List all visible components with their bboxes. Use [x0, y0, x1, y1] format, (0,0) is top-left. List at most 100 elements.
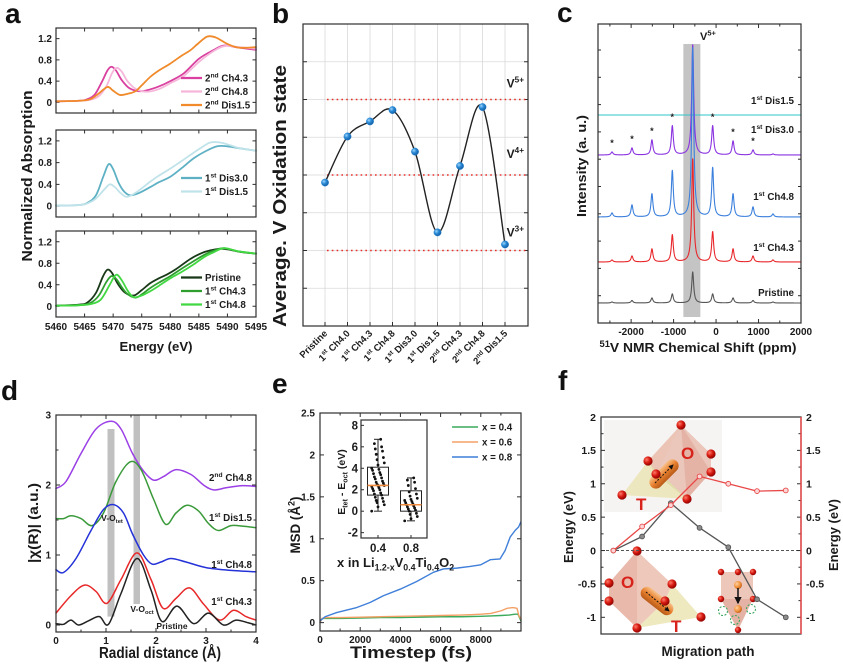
text-fragment: V [395, 555, 404, 570]
x-tick-label: 5490 [216, 322, 239, 333]
oxygen-atom [734, 568, 742, 576]
plot-frame [597, 23, 802, 324]
data-point [379, 491, 383, 495]
y-tick-label-right: 1 [806, 479, 812, 491]
series-line [55, 35, 257, 103]
y-axis-label: |χ(R)| (a.u.) [25, 483, 41, 563]
x-axis-label: Timestep (fs) [350, 643, 472, 662]
sideband-marker: * [711, 112, 715, 122]
data-point [372, 489, 375, 493]
text-fragment: st [210, 299, 217, 306]
y-tick-label-left: 2 [590, 412, 596, 424]
x-tick-label: 8000 [470, 635, 493, 646]
series-label: Pristine [758, 288, 794, 299]
x-tick-label: 0 [713, 327, 719, 338]
oxygen-atom [667, 579, 677, 589]
data-point [725, 544, 732, 551]
data-point [378, 471, 382, 474]
text-fragment: oct [342, 471, 350, 482]
legend-label: 2nd Ch4.8 [205, 86, 249, 98]
data-point [370, 466, 374, 470]
text-fragment: 2 [471, 356, 483, 368]
oxygen-atom [617, 490, 627, 500]
data-point [380, 493, 383, 497]
subplot-frame [55, 129, 257, 218]
legend-label: x = 0.4 [482, 423, 513, 434]
data-point [371, 487, 374, 491]
oxygen-atom [717, 568, 725, 576]
data-point [374, 452, 378, 456]
text-fragment: st [386, 349, 396, 359]
text-fragment: 4+ [515, 146, 525, 155]
data-point [380, 445, 383, 449]
series-line [319, 606, 522, 624]
octahedral-site-label: O [621, 573, 634, 592]
text-fragment: 2 [205, 74, 211, 85]
sideband-marker: * [610, 138, 614, 148]
text-fragment: st [210, 186, 217, 193]
plot-area: -1 -0.5 0 0.5 1 1.5 2 -1 -0.5 0 0.5 1 1.5 2 [578, 412, 824, 635]
series-label: 1st Dis3.0 [751, 124, 795, 136]
data-point [404, 501, 407, 504]
reference-line-label: V4+ [507, 146, 525, 161]
oxygen-atom [706, 449, 716, 459]
series-line [55, 44, 257, 103]
data-point [667, 502, 674, 508]
text-fragment: Ch4.3 [216, 287, 246, 298]
data-point [382, 461, 386, 465]
text-fragment: 2 [209, 473, 215, 484]
data-point [782, 614, 789, 621]
text-fragment: 1 [751, 125, 757, 136]
text-fragment: tet [342, 498, 350, 507]
text-fragment: st [365, 347, 375, 357]
text-fragment: V [507, 77, 515, 91]
data-point [696, 524, 703, 531]
x-tick-label: 0.4 [370, 543, 387, 555]
data-point [378, 488, 382, 492]
text-fragment: - E [336, 483, 348, 499]
data-point [376, 505, 380, 509]
data-point [414, 487, 417, 491]
vacancy-site-icon [717, 605, 729, 617]
oxygen-atom [734, 626, 742, 634]
text-fragment: Ch4.8 [223, 560, 253, 571]
y-tick-label: 0.4 [38, 180, 52, 191]
text-fragment: nd [210, 73, 218, 80]
text-fragment: Ch4.8 [219, 87, 249, 98]
text-fragment: Ch4.3 [223, 597, 253, 608]
bar-label: V-Ooct [130, 604, 153, 616]
oxygen-atom [749, 568, 757, 576]
y-tick-label: 1.5 [301, 492, 315, 503]
data-point [456, 162, 464, 170]
data-point [403, 499, 407, 502]
data-point [725, 480, 732, 487]
text-fragment: st [409, 349, 419, 359]
data-point [407, 490, 411, 494]
data-point [382, 456, 385, 459]
reference-line-label: V5+ [507, 76, 525, 91]
octahedron-face [609, 551, 637, 628]
data-point [413, 480, 416, 484]
y-tick-label: 1.2 [38, 136, 52, 147]
spectrum-line [597, 158, 802, 263]
y-tick-label: 3 [45, 411, 51, 422]
x-tick-label: 6000 [429, 635, 452, 646]
text-fragment: 51 [600, 339, 611, 349]
series-label: 1st Ch4.3 [211, 596, 252, 608]
oxygen-atom [717, 595, 725, 603]
data-point [377, 467, 381, 471]
series-line [55, 552, 257, 621]
series-line [55, 44, 257, 103]
data-point [407, 509, 411, 513]
data-point [412, 476, 416, 480]
data-point [373, 447, 377, 451]
square-pyramid-illustration [717, 568, 757, 634]
text-fragment: 0.4 [403, 562, 415, 572]
text-fragment: Ti [416, 555, 427, 570]
text-fragment: ) [287, 497, 303, 501]
legend-label: 1st Dis1.5 [205, 186, 249, 198]
spectrum-line [597, 44, 802, 156]
panel-letter: d [1, 375, 18, 406]
data-point [408, 494, 412, 498]
